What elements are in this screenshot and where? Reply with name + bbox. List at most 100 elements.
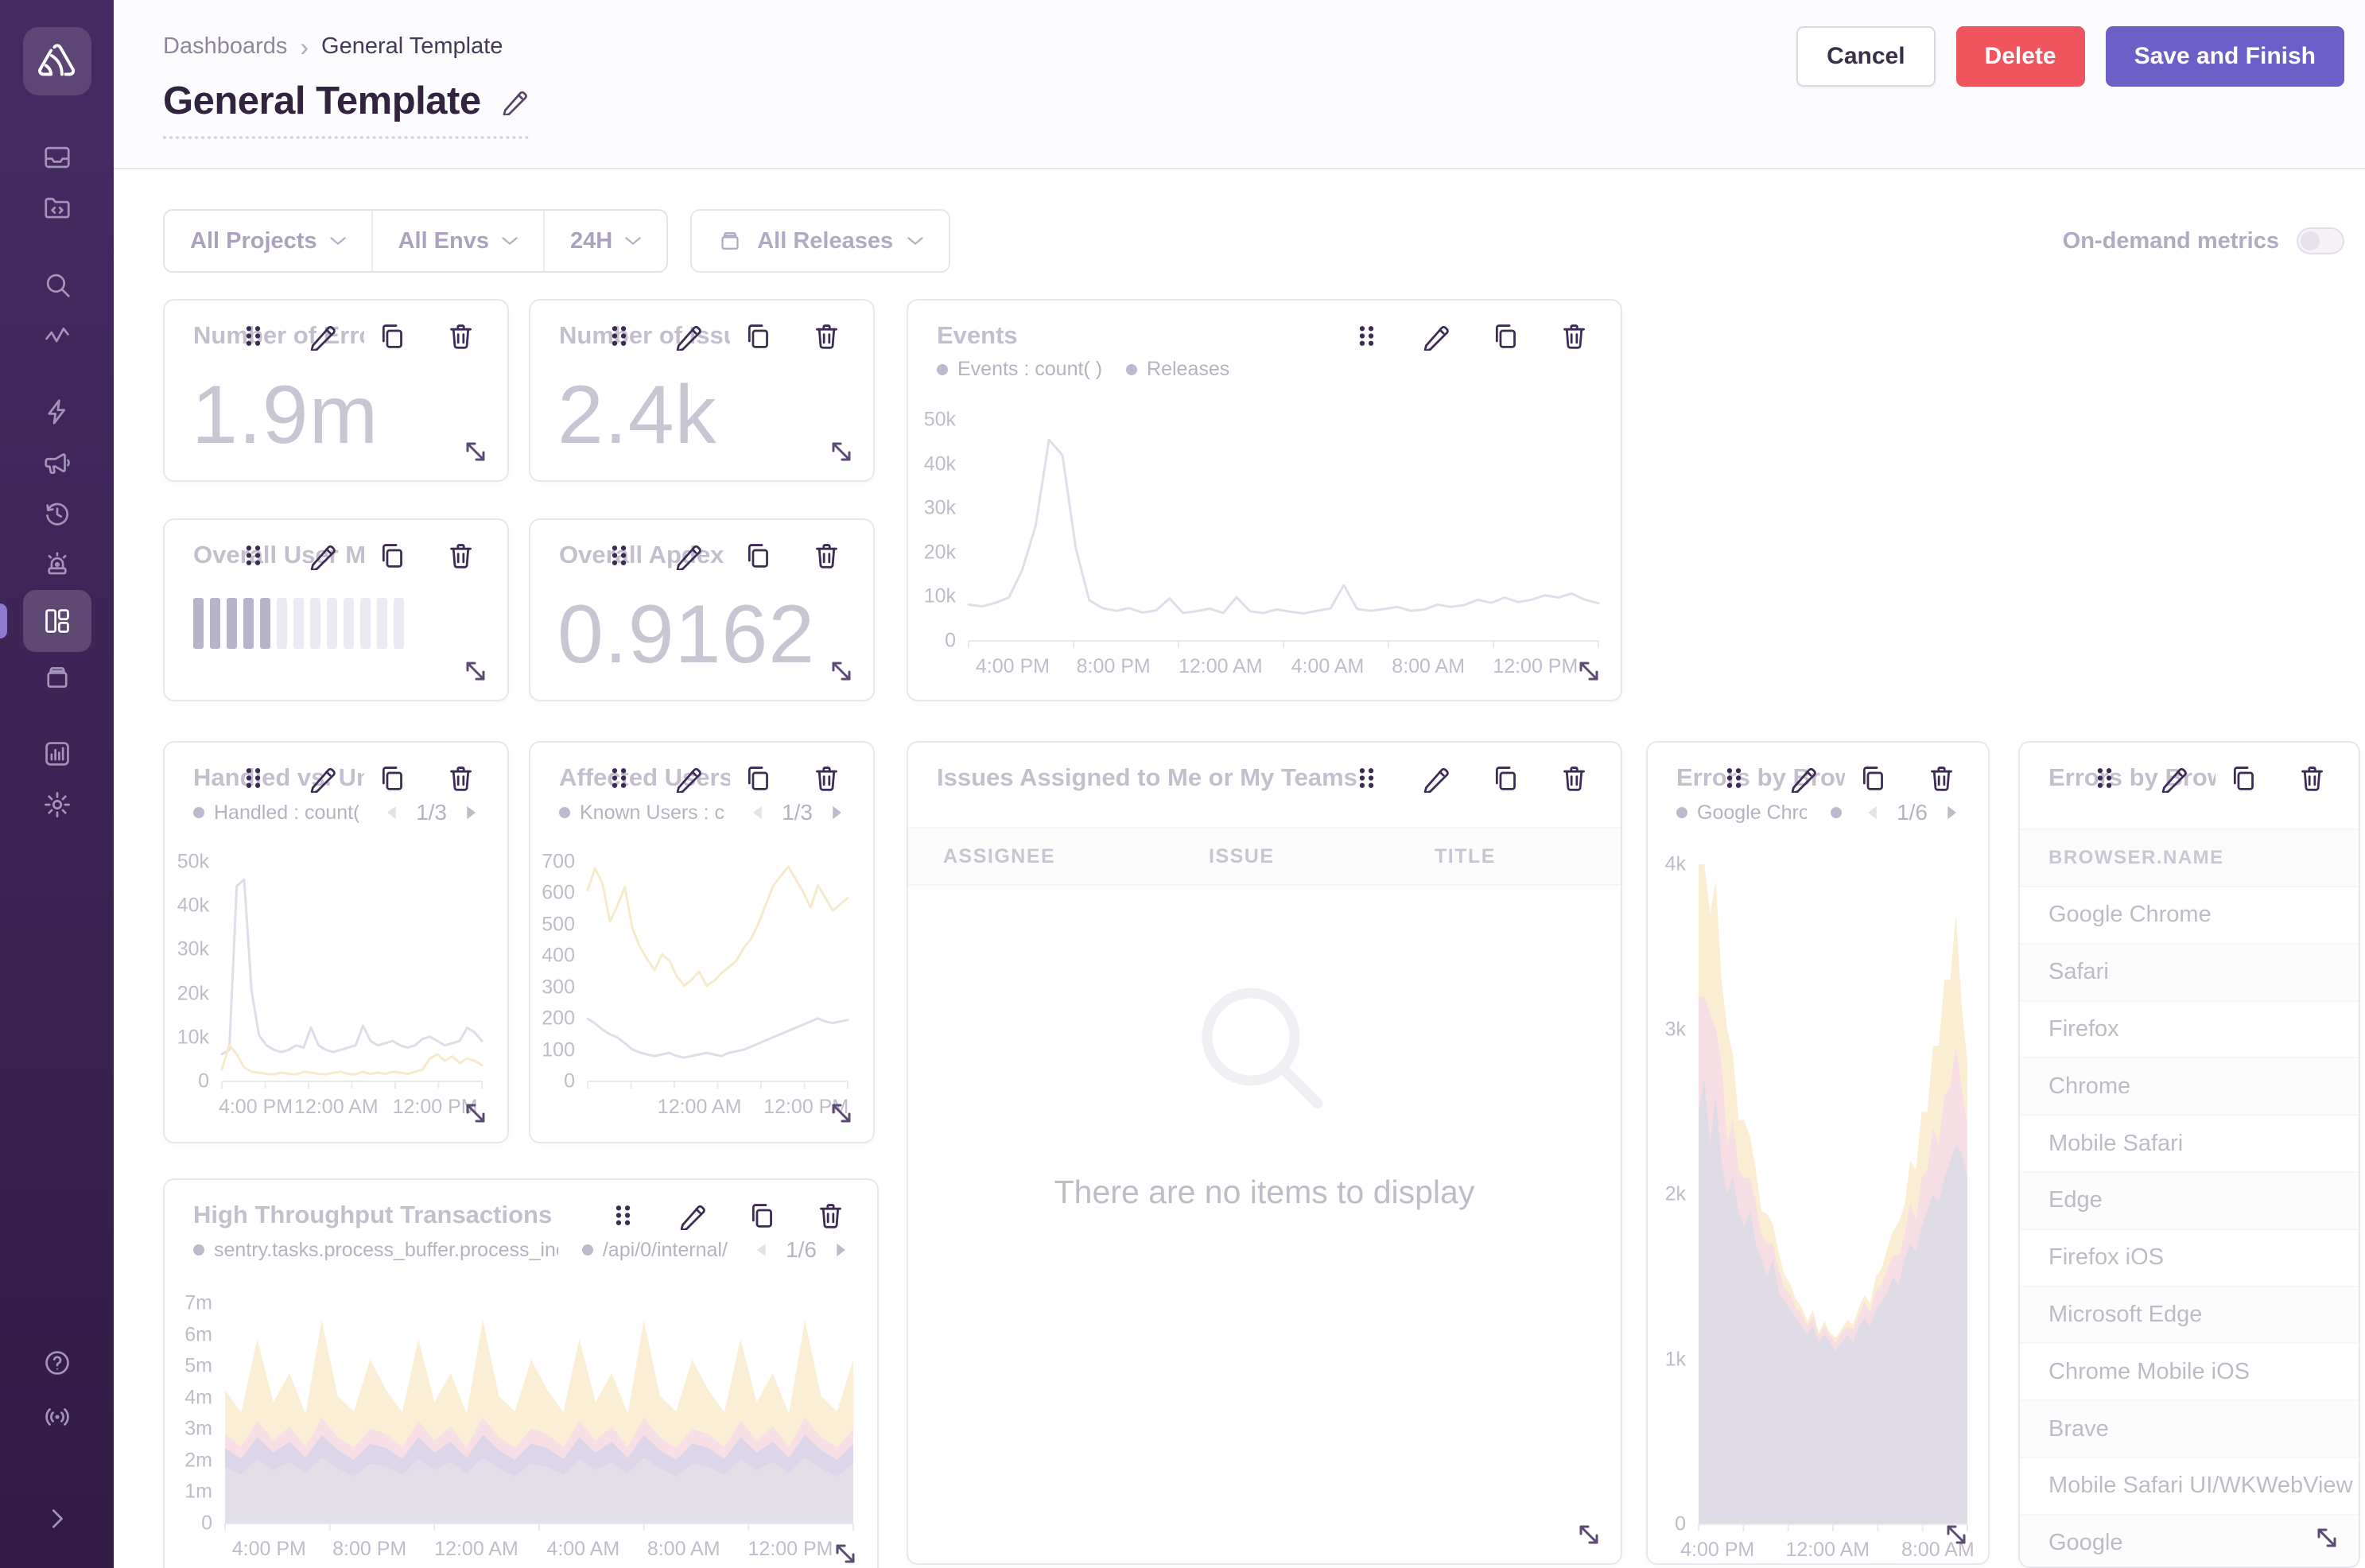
projects-filter[interactable]: All Projects: [165, 211, 371, 271]
browser-table-row[interactable]: Firefox iOS: [2020, 1230, 2359, 1287]
widget-delete-button[interactable]: [812, 541, 841, 570]
widget-edit-button[interactable]: [1421, 763, 1450, 793]
sidebar-item-issues[interactable]: [23, 132, 91, 183]
sidebar-item-alerts[interactable]: [23, 539, 91, 590]
widget-delete-button[interactable]: [812, 763, 841, 793]
prev-page-button[interactable]: [752, 1240, 771, 1260]
widget-duplicate-button[interactable]: [1490, 321, 1520, 351]
legend-item[interactable]: sentry.tasks.process_buffer.process_incr: [193, 1239, 558, 1262]
resize-handle[interactable]: [1573, 1519, 1605, 1551]
widget-duplicate-button[interactable]: [1490, 763, 1520, 793]
sidebar-item-releases[interactable]: [23, 652, 91, 703]
releases-filter[interactable]: All Releases: [690, 209, 951, 273]
widget-delete-button[interactable]: [446, 321, 476, 351]
widget-delete-button[interactable]: [816, 1201, 845, 1230]
widget-duplicate-button[interactable]: [1858, 763, 1887, 793]
widget-drag-handle[interactable]: [1719, 763, 1749, 793]
next-page-button[interactable]: [827, 802, 846, 823]
save-and-finish-button[interactable]: Save and Finish: [2105, 26, 2344, 87]
widget-drag-handle[interactable]: [239, 763, 268, 793]
browser-table-row[interactable]: Mobile Safari: [2020, 1116, 2359, 1173]
widget-drag-handle[interactable]: [239, 541, 268, 570]
widget-delete-button[interactable]: [2297, 763, 2327, 793]
widget-drag-handle[interactable]: [604, 763, 634, 793]
environments-filter[interactable]: All Envs: [371, 211, 543, 271]
widget-delete-button[interactable]: [1559, 321, 1589, 351]
widget-delete-button[interactable]: [1927, 763, 1956, 793]
resize-handle[interactable]: [460, 655, 491, 687]
widget-duplicate-button[interactable]: [377, 541, 406, 570]
legend-item[interactable]: /api/0/internal/r: [581, 1239, 728, 1262]
breadcrumb-dashboards-link[interactable]: Dashboards: [163, 33, 288, 59]
ondemand-metrics-toggle[interactable]: [2297, 227, 2344, 254]
widget-drag-handle[interactable]: [608, 1201, 638, 1230]
widget-edit-button[interactable]: [308, 321, 337, 351]
sidebar-item-performance[interactable]: [23, 386, 91, 437]
sidebar-item-collapse[interactable]: [23, 1493, 91, 1544]
browser-table-row[interactable]: Safari: [2020, 944, 2359, 1002]
sentry-logo-button[interactable]: [22, 27, 91, 95]
widget-drag-handle[interactable]: [2090, 763, 2119, 793]
widget-duplicate-button[interactable]: [743, 763, 772, 793]
sidebar-item-traces[interactable]: [23, 310, 91, 361]
resize-handle[interactable]: [1940, 1519, 1972, 1551]
browser-table-row[interactable]: Mobile Safari UI/WKWebView: [2020, 1458, 2359, 1516]
widget-edit-button[interactable]: [308, 763, 337, 793]
sidebar-item-feedback[interactable]: [23, 437, 91, 488]
widget-edit-button[interactable]: [678, 1201, 707, 1230]
widget-duplicate-button[interactable]: [747, 1201, 776, 1230]
sidebar-item-broadcast[interactable]: [23, 1391, 91, 1442]
resize-handle[interactable]: [2311, 1522, 2343, 1554]
legend-item[interactable]: Handled : count( ): [193, 801, 359, 825]
prev-page-button[interactable]: [748, 802, 767, 823]
browser-table-row[interactable]: Edge: [2020, 1172, 2359, 1230]
widget-duplicate-button[interactable]: [377, 321, 406, 351]
widget-duplicate-button[interactable]: [743, 321, 772, 351]
prev-page-button[interactable]: [383, 802, 402, 823]
legend-item[interactable]: Releases: [1126, 358, 1229, 381]
resize-handle[interactable]: [460, 436, 491, 468]
widget-edit-button[interactable]: [674, 541, 703, 570]
cancel-button[interactable]: Cancel: [1796, 26, 1936, 87]
widget-duplicate-button[interactable]: [2228, 763, 2258, 793]
widget-edit-button[interactable]: [1788, 763, 1818, 793]
resize-handle[interactable]: [1573, 655, 1605, 687]
sidebar-item-help[interactable]: [23, 1337, 91, 1388]
browser-table-row[interactable]: Chrome: [2020, 1058, 2359, 1116]
browser-table-row[interactable]: Brave: [2020, 1401, 2359, 1458]
widget-edit-button[interactable]: [308, 541, 337, 570]
widget-edit-button[interactable]: [674, 763, 703, 793]
sidebar-item-settings[interactable]: [23, 779, 91, 830]
sidebar-item-projects[interactable]: [23, 183, 91, 234]
browser-table-row[interactable]: Chrome Mobile iOS: [2020, 1344, 2359, 1402]
widget-drag-handle[interactable]: [1352, 763, 1381, 793]
legend-item[interactable]: Google Chrome: [1676, 801, 1807, 825]
resize-handle[interactable]: [829, 1538, 861, 1568]
legend-item[interactable]: Known Users : cour: [559, 801, 724, 825]
widget-drag-handle[interactable]: [604, 541, 634, 570]
widget-edit-button[interactable]: [1421, 321, 1450, 351]
edit-title-pencil-icon[interactable]: [500, 87, 529, 115]
widget-duplicate-button[interactable]: [743, 541, 772, 570]
delete-button[interactable]: Delete: [1955, 26, 2085, 87]
next-page-button[interactable]: [461, 802, 480, 823]
browser-table-row[interactable]: Google: [2020, 1515, 2359, 1565]
widget-edit-button[interactable]: [674, 321, 703, 351]
sidebar-item-replays[interactable]: [23, 488, 91, 539]
widget-delete-button[interactable]: [1559, 763, 1589, 793]
widget-drag-handle[interactable]: [604, 321, 634, 351]
sidebar-item-explore-search[interactable]: [23, 259, 91, 310]
widget-delete-button[interactable]: [446, 541, 476, 570]
widget-drag-handle[interactable]: [1352, 321, 1381, 351]
resize-handle[interactable]: [825, 1097, 857, 1129]
widget-delete-button[interactable]: [812, 321, 841, 351]
sidebar-item-stats[interactable]: [23, 728, 91, 779]
widget-duplicate-button[interactable]: [377, 763, 406, 793]
date-range-filter[interactable]: 24H: [543, 211, 666, 271]
resize-handle[interactable]: [460, 1097, 491, 1129]
legend-item[interactable]: [1830, 807, 1842, 818]
widget-edit-button[interactable]: [2159, 763, 2188, 793]
widget-drag-handle[interactable]: [239, 321, 268, 351]
browser-table-row[interactable]: Microsoft Edge: [2020, 1287, 2359, 1345]
resize-handle[interactable]: [825, 655, 857, 687]
